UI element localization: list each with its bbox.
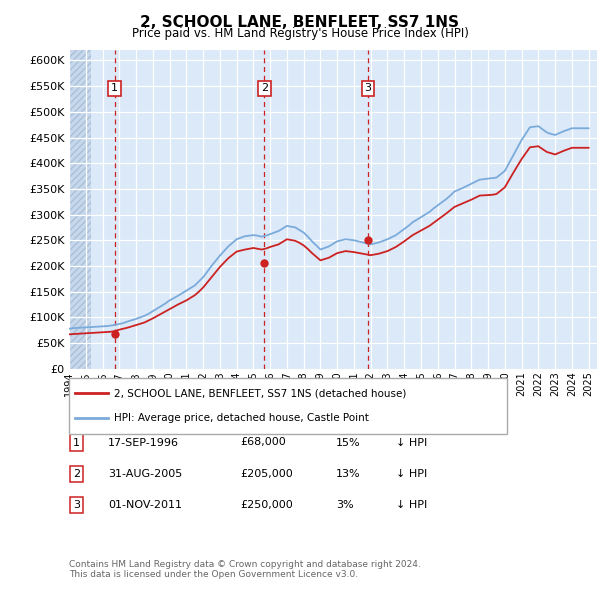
- Text: Contains HM Land Registry data © Crown copyright and database right 2024.
This d: Contains HM Land Registry data © Crown c…: [69, 560, 421, 579]
- Text: 2, SCHOOL LANE, BENFLEET, SS7 1NS: 2, SCHOOL LANE, BENFLEET, SS7 1NS: [140, 15, 460, 30]
- Text: 15%: 15%: [336, 438, 361, 447]
- Text: 1: 1: [111, 83, 118, 93]
- Text: 2: 2: [261, 83, 268, 93]
- Text: 31-AUG-2005: 31-AUG-2005: [108, 469, 182, 478]
- Text: ↓ HPI: ↓ HPI: [396, 469, 427, 478]
- Bar: [69, 50, 91, 369]
- Text: 2, SCHOOL LANE, BENFLEET, SS7 1NS (detached house): 2, SCHOOL LANE, BENFLEET, SS7 1NS (detac…: [114, 388, 406, 398]
- Text: 3: 3: [364, 83, 371, 93]
- Text: 3: 3: [73, 500, 80, 510]
- Text: 01-NOV-2011: 01-NOV-2011: [108, 500, 182, 510]
- Text: £205,000: £205,000: [240, 469, 293, 478]
- Text: 3%: 3%: [336, 500, 353, 510]
- Text: ↓ HPI: ↓ HPI: [396, 500, 427, 510]
- Text: 17-SEP-1996: 17-SEP-1996: [108, 438, 179, 447]
- Text: HPI: Average price, detached house, Castle Point: HPI: Average price, detached house, Cast…: [114, 413, 369, 423]
- Text: Price paid vs. HM Land Registry's House Price Index (HPI): Price paid vs. HM Land Registry's House …: [131, 27, 469, 40]
- Text: £250,000: £250,000: [240, 500, 293, 510]
- Text: ↓ HPI: ↓ HPI: [396, 438, 427, 447]
- Text: 1: 1: [73, 438, 80, 447]
- Text: 13%: 13%: [336, 469, 361, 478]
- Text: 2: 2: [73, 469, 80, 478]
- Text: £68,000: £68,000: [240, 438, 286, 447]
